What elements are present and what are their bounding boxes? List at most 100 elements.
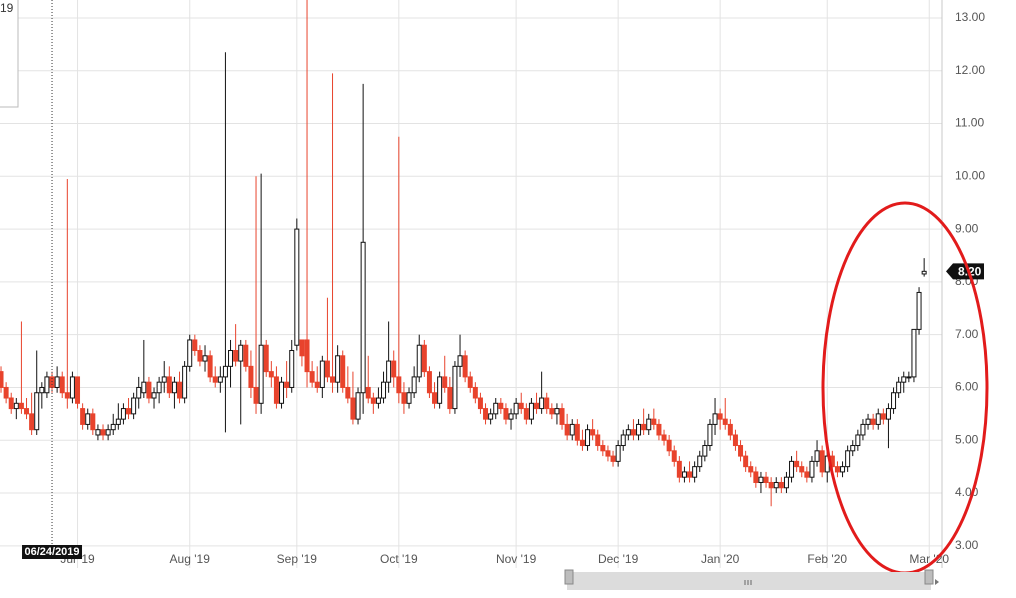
candle-body [794,460,800,468]
candle-body [64,392,70,399]
candle-body [75,376,81,404]
candle-body [467,376,473,388]
candle-body [687,471,693,478]
candle-body [676,460,682,478]
candle-body [768,481,774,489]
candle-body [120,408,126,420]
candle-body [426,371,432,394]
candle-body [131,397,137,415]
scroll-track[interactable] [567,572,931,590]
candle-body [457,355,463,367]
candle-body [192,339,198,352]
candle-body [666,439,672,452]
candle-body [365,386,371,399]
candle-body [814,450,820,462]
candle-body [916,291,922,330]
candle-body [289,350,295,388]
y-tick-label: 10.00 [955,168,985,182]
candle-body [585,429,591,447]
candle-body [630,429,636,436]
candle-body [732,434,738,447]
candle-body [411,376,417,394]
candle-body [222,365,228,378]
candle-body [901,376,907,383]
candle-body [472,386,478,399]
candle-body [809,460,815,478]
candle-body [636,423,642,436]
y-tick-label: 13.00 [955,10,985,24]
candle-body [284,381,290,388]
x-tick-label: Dec '19 [598,552,639,566]
candle-body [401,392,407,404]
candle-body [799,466,805,473]
candle-body [18,402,24,410]
candle-body [850,445,856,452]
candle-body [442,376,448,388]
candle-body [197,350,203,362]
scroll-handle[interactable] [924,569,934,585]
candle-body [574,423,580,441]
info-box [0,0,19,108]
candle-body [202,355,208,362]
scroll-handle[interactable] [564,569,574,585]
candle-body [212,376,218,383]
candle-body [564,423,570,436]
crosshair-label: 06/24/2019 [24,546,79,558]
candle-body [29,413,35,431]
candle-body [610,455,616,462]
candle-body [641,423,647,431]
candle-body [238,344,244,362]
candle-body [182,365,188,399]
candle-body [855,434,861,447]
candle-body [885,408,891,420]
candle-body [870,418,876,425]
candle-body [421,344,427,373]
candle-body [717,413,723,420]
candle-body [161,376,167,383]
candle-body [386,360,392,383]
candle-body [503,408,509,420]
candle-body [488,413,494,420]
candle-body [59,376,65,394]
candle-body [54,376,60,388]
candle-body [819,450,825,473]
candle-body [0,371,4,388]
candle-body [590,429,596,436]
candle-body [416,344,422,378]
y-tick-label: 7.00 [955,327,979,341]
candle-body [743,455,749,468]
scroll-arrow[interactable] [935,579,939,585]
candle-body [381,381,387,399]
candle-body [126,408,132,415]
x-tick-label: Jan '20 [701,552,740,566]
candle-body [319,360,325,388]
candles [0,0,927,507]
candle-body [13,402,19,410]
scrollbar[interactable] [564,569,939,590]
candle-body [294,228,300,346]
y-tick-label: 9.00 [955,221,979,235]
candle-body [345,386,351,399]
candle-body [156,381,162,394]
candle-body [840,466,846,473]
candle-body [141,381,147,394]
candle-body [528,402,534,420]
candle-body [171,381,177,394]
candle-body [309,371,315,383]
candle-body [228,350,234,367]
candle-body [233,350,239,362]
candle-body [712,413,718,425]
candle-body [748,466,754,473]
y-tick-label: 11.00 [955,116,984,130]
candle-body [268,371,274,378]
candle-body [692,466,698,478]
candle-body [896,381,902,394]
candle-body [370,397,376,404]
candle-body [263,344,269,373]
candle-body [865,418,871,425]
candle-body [177,381,183,399]
candle-body [834,466,840,473]
candle-body [24,408,30,415]
